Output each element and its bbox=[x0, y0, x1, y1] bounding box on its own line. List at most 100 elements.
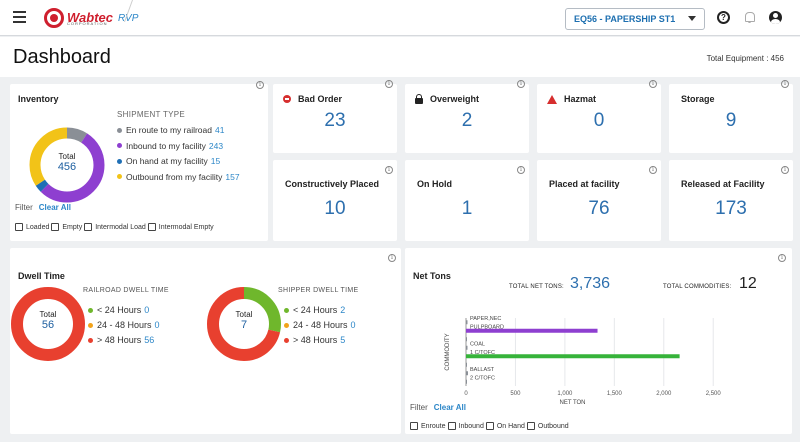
info-icon[interactable]: i bbox=[778, 254, 786, 262]
bell-icon[interactable] bbox=[743, 11, 756, 24]
dwell-legend-item[interactable]: < 24 Hours 0 bbox=[88, 305, 149, 315]
checkbox-label: Intermodal Empty bbox=[158, 223, 214, 231]
clear-all-link[interactable]: Clear All bbox=[433, 403, 466, 412]
brand-subtitle: CORPORATION bbox=[67, 21, 108, 26]
net-tons-chart: 0 500 1,000 1,500 2,000 2,500 PAPER,NEC PULPBOA… bbox=[445, 316, 721, 406]
x-tick-label: 1,500 bbox=[607, 391, 623, 397]
brand-logo[interactable]: Wabtec RVP bbox=[44, 7, 138, 29]
dwell-legend-item[interactable]: > 48 Hours 56 bbox=[88, 335, 154, 345]
checkbox-box[interactable] bbox=[447, 422, 456, 430]
net-tons-filter: Filter Clear All bbox=[410, 403, 466, 412]
checkbox-box[interactable] bbox=[51, 223, 60, 231]
y-tick-label: PULPBOARD bbox=[470, 324, 504, 330]
stat-card[interactable]: Bad Order 23 i bbox=[273, 80, 397, 153]
stat-label-text: On Hold bbox=[417, 179, 452, 189]
stat-value: 10 bbox=[324, 198, 346, 219]
info-icon[interactable]: i bbox=[385, 80, 393, 88]
inventory-legend-item[interactable]: En route to my railroad 41 bbox=[117, 125, 224, 135]
stat-card[interactable]: Overweight 2 i bbox=[405, 80, 529, 153]
legend-value: 157 bbox=[225, 171, 240, 182]
dwell-legend-item[interactable]: < 24 Hours 2 bbox=[284, 305, 345, 315]
inventory-donut bbox=[29, 127, 105, 203]
legend-dot-icon bbox=[284, 307, 289, 313]
checkbox-label: Inbound bbox=[458, 422, 484, 430]
railroad-dwell-total: Total 56 bbox=[23, 310, 73, 331]
filter-checkbox[interactable]: Intermodal Empty bbox=[147, 223, 214, 231]
shipment-type-heading: SHIPMENT TYPE bbox=[117, 110, 186, 119]
filter-label: Filter bbox=[410, 403, 428, 412]
info-icon[interactable]: i bbox=[517, 80, 525, 88]
y-axis-label: COMMODITY bbox=[445, 333, 451, 370]
bar[interactable] bbox=[466, 379, 467, 384]
help-icon[interactable]: ? bbox=[717, 11, 730, 24]
stat-value: 1 bbox=[461, 198, 473, 219]
info-icon[interactable]: i bbox=[388, 254, 396, 262]
legend-dot-icon bbox=[284, 322, 289, 328]
menu-icon[interactable] bbox=[13, 11, 26, 23]
stat-value: 173 bbox=[715, 198, 747, 219]
bar[interactable] bbox=[466, 345, 468, 350]
dwell-legend-item[interactable]: 24 - 48 Hours 0 bbox=[88, 320, 160, 330]
checkbox-box[interactable] bbox=[15, 223, 23, 231]
facility-select[interactable]: EQ56 - PAPERSHIP ST1 bbox=[565, 8, 705, 30]
stat-label: Placed at facility bbox=[549, 179, 620, 189]
info-icon[interactable]: i bbox=[781, 80, 789, 88]
inventory-total-label: Total bbox=[58, 152, 76, 161]
net-tons-title: Net Tons bbox=[413, 271, 451, 281]
info-icon[interactable]: i bbox=[649, 80, 657, 88]
filter-checkbox[interactable]: On Hand bbox=[485, 422, 525, 430]
y-tick-label: PAPER,NEC bbox=[470, 316, 501, 322]
inventory-title: Inventory bbox=[18, 94, 59, 104]
x-tick-label: 2,000 bbox=[656, 391, 672, 397]
stat-card[interactable]: Placed at facility 76 i bbox=[537, 160, 661, 241]
net-tons-checkboxes: Enroute Inbound On Hand Outbound bbox=[410, 422, 571, 430]
stat-card[interactable]: Hazmat 0 i bbox=[537, 80, 661, 153]
stat-card[interactable]: Released at Facility 173 i bbox=[669, 160, 793, 241]
checkbox-box[interactable] bbox=[147, 223, 156, 231]
filter-checkbox[interactable]: Enroute bbox=[410, 422, 446, 430]
clear-all-link[interactable]: Clear All bbox=[38, 203, 71, 212]
user-account-icon[interactable] bbox=[769, 11, 782, 24]
stat-value: 76 bbox=[588, 198, 610, 219]
dwell-legend-item[interactable]: 24 - 48 Hours 0 bbox=[284, 320, 356, 330]
checkbox-box[interactable] bbox=[526, 422, 535, 430]
bar[interactable] bbox=[466, 362, 467, 367]
inventory-legend-item[interactable]: Outbound from my facility 157 bbox=[117, 172, 240, 182]
dwell-time-card: Dwell Time i Total 56 RAILROAD DWELL TIM… bbox=[10, 248, 401, 434]
bar[interactable] bbox=[466, 320, 468, 325]
inventory-checkboxes: Loaded Empty Intermodal Load Intermodal Emp… bbox=[15, 223, 216, 231]
legend-label: On hand at my facility bbox=[126, 156, 208, 166]
railroad-total-value: 56 bbox=[41, 319, 55, 331]
filter-checkbox[interactable]: Inbound bbox=[447, 422, 484, 430]
checkbox-box[interactable] bbox=[410, 422, 418, 430]
info-icon[interactable]: i bbox=[517, 166, 525, 174]
dwell-legend-item[interactable]: > 48 Hours 5 bbox=[284, 335, 345, 345]
inventory-legend-item[interactable]: On hand at my facility 15 bbox=[117, 156, 220, 166]
bar[interactable] bbox=[466, 371, 468, 376]
y-tick-label: COAL bbox=[470, 341, 485, 347]
stat-card[interactable]: Storage 9 i bbox=[669, 80, 793, 153]
legend-label: < 24 Hours bbox=[97, 305, 142, 315]
legend-dot-icon bbox=[117, 143, 122, 148]
checkbox-label: On Hand bbox=[496, 422, 525, 430]
stat-card[interactable]: On Hold 1 i bbox=[405, 160, 529, 241]
legend-label: > 48 Hours bbox=[97, 335, 142, 345]
legend-value: 0 bbox=[154, 320, 160, 330]
dwell-time-title: Dwell Time bbox=[18, 271, 65, 281]
y-tick-label: 1 C/TOFC bbox=[470, 350, 495, 356]
filter-checkbox[interactable]: Outbound bbox=[526, 422, 569, 430]
filter-checkbox[interactable]: Intermodal Load bbox=[84, 223, 146, 231]
checkbox-box[interactable] bbox=[84, 223, 93, 231]
filter-checkbox[interactable]: Loaded bbox=[15, 223, 49, 231]
checkbox-box[interactable] bbox=[485, 422, 494, 430]
filter-checkbox[interactable]: Empty bbox=[51, 223, 82, 231]
bar[interactable] bbox=[466, 328, 598, 333]
info-icon[interactable]: i bbox=[781, 166, 789, 174]
stat-card[interactable]: Constructively Placed 10 i bbox=[273, 160, 397, 241]
info-icon[interactable]: i bbox=[649, 166, 657, 174]
bar[interactable] bbox=[466, 337, 467, 342]
info-icon[interactable]: i bbox=[256, 81, 264, 89]
inventory-legend-item[interactable]: Inbound to my facility 243 bbox=[117, 141, 223, 151]
info-icon[interactable]: i bbox=[385, 166, 393, 174]
bar[interactable] bbox=[466, 354, 680, 359]
